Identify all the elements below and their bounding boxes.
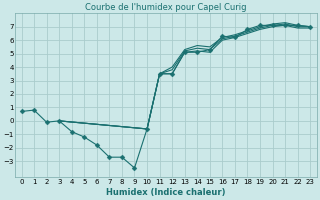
X-axis label: Humidex (Indice chaleur): Humidex (Indice chaleur) — [106, 188, 226, 197]
Title: Courbe de l'humidex pour Capel Curig: Courbe de l'humidex pour Capel Curig — [85, 3, 247, 12]
